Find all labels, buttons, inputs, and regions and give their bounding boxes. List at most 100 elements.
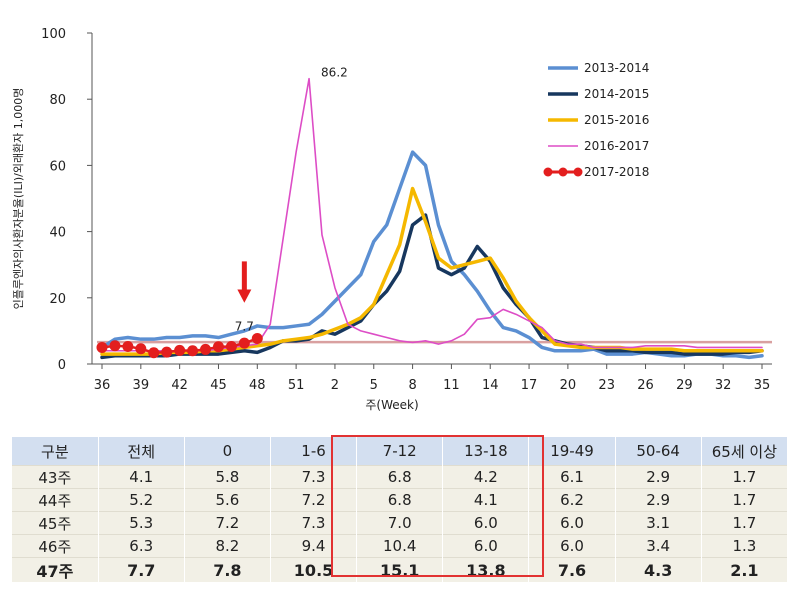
table-cell: 4.2: [442, 465, 530, 489]
table-cell: 3.4: [615, 534, 702, 558]
table-cell: 2.9: [615, 465, 702, 489]
current-week-arrow-shaft: [241, 261, 247, 292]
legend-label: 2014-2015: [584, 87, 649, 101]
table-row: 46주 6.3 8.2 9.4 10.4 6.0 6.0 3.4 1.3: [12, 534, 789, 558]
legend-label: 2013-2014: [584, 61, 649, 75]
y-tick-label: 20: [49, 292, 66, 307]
series-point-2017-2018: [187, 345, 199, 357]
series-point-2017-2018: [238, 337, 250, 349]
x-tick-label: 20: [560, 378, 577, 393]
table-header-row: 구분 전체 0 1-6 7-12 13-18 19-49 50-64 65세 이…: [12, 437, 789, 466]
table-cell: 6.2: [528, 488, 616, 512]
data-annotation-label: 86.2: [321, 66, 348, 80]
x-tick-label: 36: [94, 378, 111, 393]
y-tick-label: 0: [58, 358, 66, 373]
x-tick-label: 26: [637, 378, 654, 393]
y-tick-label: 60: [49, 159, 66, 174]
legend-marker: [573, 167, 583, 177]
table-cell: 7.2: [270, 488, 358, 512]
current-week-arrow-head: [237, 289, 252, 303]
header-cell: 전체: [98, 437, 185, 466]
table-cell: 10.4: [356, 534, 444, 558]
table-cell: 5.8: [184, 465, 271, 489]
table-cell: 6.8: [356, 465, 444, 489]
series-point-2017-2018: [212, 341, 224, 353]
table-row-current-week: 47주 7.7 7.8 10.5 15.1 13.8 7.6 4.3 2.1: [12, 557, 789, 582]
header-cell: 7-12: [356, 437, 444, 466]
x-tick-label: 17: [521, 378, 538, 393]
table-cell: 3.1: [615, 511, 702, 535]
y-tick-label: 100: [41, 27, 66, 42]
series-point-2017-2018: [96, 341, 108, 353]
table-cell: 6.0: [528, 534, 616, 558]
table-row: 43주 4.1 5.8 7.3 6.8 4.2 6.1 2.9 1.7: [12, 465, 789, 489]
table-cell: 1.3: [701, 534, 789, 558]
x-tick-label: 45: [210, 378, 227, 393]
series-line-2015-2016: [100, 186, 764, 356]
table-cell: 10.5: [270, 557, 358, 582]
age-group-ili-table: 구분 전체 0 1-6 7-12 13-18 19-49 50-64 65세 이…: [12, 437, 789, 582]
x-tick-label: 32: [715, 378, 732, 393]
x-tick-label: 23: [598, 378, 615, 393]
table-cell: 44주: [12, 488, 99, 512]
x-tick-label: 48: [249, 378, 266, 393]
table-cell: 7.6: [528, 557, 616, 582]
series-line-2016-2017: [101, 77, 763, 352]
x-tick-label: 8: [408, 378, 416, 393]
legend-label: 2016-2017: [584, 139, 649, 153]
table-cell: 5.3: [98, 511, 185, 535]
table-cell: 7.3: [270, 511, 358, 535]
table-cell: 7.0: [356, 511, 444, 535]
header-cell: 0: [184, 437, 271, 466]
table-cell: 2.1: [701, 557, 789, 582]
legend-label: 2017-2018: [584, 165, 649, 179]
table-cell: 7.2: [184, 511, 271, 535]
series-point-2017-2018: [122, 340, 134, 352]
header-cell: 19-49: [528, 437, 616, 466]
y-tick-label: 40: [49, 226, 66, 241]
series-point-2017-2018: [109, 340, 121, 352]
table-cell: 2.9: [615, 488, 702, 512]
legend-marker: [543, 167, 553, 177]
table-cell: 6.0: [528, 511, 616, 535]
table-cell: 9.4: [270, 534, 358, 558]
table-cell: 13.8: [442, 557, 530, 582]
table-cell: 15.1: [356, 557, 444, 582]
table-cell: 7.7: [98, 557, 185, 582]
table-cell: 1.7: [701, 511, 789, 535]
x-tick-label: 29: [676, 378, 693, 393]
table-cell: 45주: [12, 511, 99, 535]
header-cell: 구분: [12, 437, 99, 466]
y-axis-label: 인플루엔자의사환자분율(ILI)/외래환자 1,000명: [12, 88, 25, 310]
table-row: 45주 5.3 7.2 7.3 7.0 6.0 6.0 3.1 1.7: [12, 511, 789, 535]
table-cell: 5.2: [98, 488, 185, 512]
header-cell: 65세 이상: [701, 437, 789, 466]
table-cell: 6.1: [528, 465, 616, 489]
header-cell: 13-18: [442, 437, 530, 466]
table-cell: 5.6: [184, 488, 271, 512]
header-cell: 50-64: [615, 437, 702, 466]
table-cell: 7.8: [184, 557, 271, 582]
x-tick-label: 11: [443, 378, 460, 393]
x-tick-label: 35: [754, 378, 771, 393]
series-point-2017-2018: [174, 344, 186, 356]
table-cell: 6.8: [356, 488, 444, 512]
x-tick-label: 42: [171, 378, 188, 393]
table-cell: 1.7: [701, 488, 789, 512]
table-cell: 43주: [12, 465, 99, 489]
series-point-2017-2018: [225, 340, 237, 352]
table-cell: 1.7: [701, 465, 789, 489]
legend-label: 2015-2016: [584, 113, 649, 127]
table-cell: 46주: [12, 534, 99, 558]
table-row: 44주 5.2 5.6 7.2 6.8 4.1 6.2 2.9 1.7: [12, 488, 789, 512]
table-cell: 47주: [12, 557, 99, 582]
x-tick-label: 14: [482, 378, 499, 393]
table-cell: 6.0: [442, 534, 530, 558]
table-cell: 4.1: [98, 465, 185, 489]
x-tick-label: 51: [288, 378, 305, 393]
legend-marker: [558, 167, 568, 177]
header-cell: 1-6: [270, 437, 358, 466]
ili-line-chart: 0 20 40 60 80 100 36 39 42 45 48 51 2 5 8 11 14 17 20 23 26 2…: [12, 27, 772, 412]
table-cell: 8.2: [184, 534, 271, 558]
table-cell: 6.3: [98, 534, 185, 558]
